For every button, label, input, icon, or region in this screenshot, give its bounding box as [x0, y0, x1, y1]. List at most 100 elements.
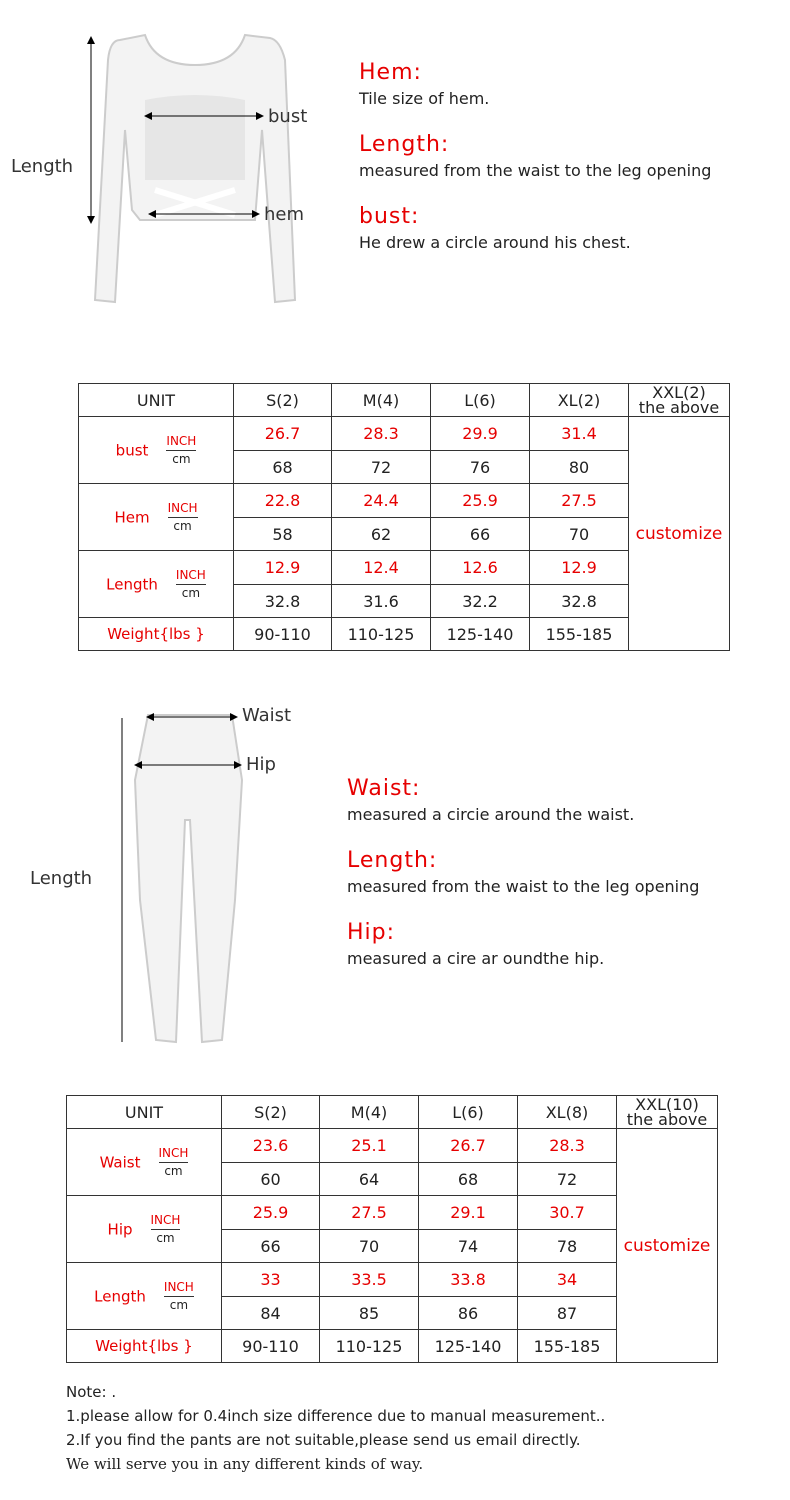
unit-cm: cm: [169, 1297, 189, 1312]
inch-value: 12.9: [529, 550, 629, 585]
hem-label: hem: [264, 204, 305, 225]
header-row: UNIT S(2) M(4) L(6) XL(8) XXL(10) the above: [66, 1095, 718, 1129]
header-cell: L(6): [430, 383, 530, 417]
bottom-definitions: Waist: measured a circie around the wais…: [347, 776, 699, 968]
measure-label: Length INCH cm: [66, 1262, 222, 1330]
header-cell: XL(2): [529, 383, 629, 417]
unit-fraction: INCH cm: [175, 568, 206, 601]
inch-value: 28.3: [517, 1128, 617, 1163]
unit-fraction: INCH cm: [167, 501, 198, 534]
def-text: measured a circie around the waist.: [347, 805, 635, 824]
header-cell-xxl: XXL(2) the above: [628, 383, 730, 417]
header-cell: XL(8): [517, 1095, 617, 1129]
def-title: Waist:: [347, 776, 421, 801]
hip-label: Hip: [246, 754, 276, 775]
header-cell: UNIT: [66, 1095, 222, 1129]
cm-row: 84 85 86 87: [67, 1296, 718, 1330]
weight-row: Weight{lbs } 90-110 110-125 125-140 155-185: [78, 617, 730, 651]
measure-name: Hem: [114, 508, 150, 526]
inch-value: 29.1: [418, 1195, 518, 1230]
header-xxl: XXL(2): [652, 383, 706, 402]
def-text: Tile size of hem.: [359, 89, 490, 108]
cm-value: 86: [418, 1296, 518, 1330]
cm-row: 58 62 66 70: [79, 517, 730, 551]
inch-value: 30.7: [517, 1195, 617, 1230]
cm-value: 68: [233, 450, 332, 484]
header-cell: M(4): [319, 1095, 419, 1129]
note-line: We will serve you in any different kinds…: [66, 1455, 424, 1473]
cm-value: 68: [418, 1162, 518, 1196]
unit-fraction: INCH cm: [166, 434, 197, 467]
cm-value: 72: [331, 450, 431, 484]
cm-value: 32.2: [430, 584, 530, 618]
cm-value: 31.6: [331, 584, 431, 618]
inch-value: 25.9: [221, 1195, 320, 1230]
crop-top-illustration: [87, 33, 297, 304]
unit-fraction: INCH cm: [163, 1280, 194, 1313]
weight-value: 110-125: [331, 617, 431, 651]
inch-value: 26.7: [233, 416, 332, 451]
note-line: 2.If you find the pants are not suitable…: [66, 1431, 581, 1449]
unit-inch: INCH: [166, 434, 197, 451]
measure-label: bust INCH cm: [78, 416, 234, 484]
def-title: Hem:: [359, 60, 422, 85]
inch-row: Waist INCH cm 23.6 25.1 26.7 28.3 customize: [66, 1128, 718, 1363]
unit-cm: cm: [181, 585, 201, 600]
cm-value: 60: [221, 1162, 320, 1196]
weight-row: Weight{lbs } 90-110 110-125 125-140 155-185: [66, 1329, 718, 1363]
inch-value: 27.5: [319, 1195, 419, 1230]
inch-value: 33.8: [418, 1262, 518, 1297]
leggings-illustration: [121, 713, 244, 1044]
def-text: measured from the waist to the leg openi…: [347, 877, 700, 896]
top-size-table: UNIT S(2) M(4) L(6) XL(2) XXL(2) the above bust…: [78, 383, 730, 651]
cm-value: 76: [430, 450, 530, 484]
def-text: He drew a circle around his chest.: [359, 233, 631, 252]
def-title: Hip:: [347, 920, 396, 945]
inch-value: 24.4: [331, 483, 431, 518]
measure-label: Hip INCH cm: [66, 1195, 222, 1263]
unit-cm: cm: [164, 1163, 183, 1178]
customize-cell: customize: [616, 1128, 718, 1363]
weight-value: 155-185: [517, 1329, 617, 1363]
weight-value: 90-110: [233, 617, 332, 651]
measure-name: bust: [115, 441, 149, 459]
cm-value: 70: [319, 1229, 419, 1263]
header-xxl: XXL(10): [635, 1095, 699, 1114]
inch-row: Hem INCH cm 22.8 24.4 25.9 27.5: [78, 483, 730, 551]
cm-value: 32.8: [529, 584, 629, 618]
inch-row: Length INCH cm 33 33.5 33.8 34: [66, 1262, 718, 1330]
inch-value: 22.8: [233, 483, 332, 518]
note-line: 1.please allow for 0.4inch size differen…: [66, 1407, 606, 1425]
measure-label: Length INCH cm: [78, 550, 234, 618]
def-title: Length:: [359, 132, 450, 157]
header-above: the above: [638, 398, 720, 417]
weight-label: Weight{lbs }: [66, 1329, 222, 1363]
inch-value: 26.7: [418, 1128, 518, 1163]
measure-name: Waist: [99, 1153, 141, 1171]
inch-value: 12.4: [331, 550, 431, 585]
cm-row: 66 70 74 78: [67, 1229, 718, 1263]
header-row: UNIT S(2) M(4) L(6) XL(2) XXL(2) the above: [78, 383, 730, 417]
cm-value: 80: [529, 450, 629, 484]
bottom-size-table: UNIT S(2) M(4) L(6) XL(8) XXL(10) the above Wai…: [66, 1095, 718, 1363]
inch-value: 33.5: [319, 1262, 419, 1297]
measure-name: Length: [94, 1287, 146, 1305]
unit-inch: INCH: [158, 1146, 189, 1163]
header-cell-xxl: XXL(10) the above: [616, 1095, 718, 1129]
unit-cm: cm: [172, 451, 191, 466]
inch-value: 23.6: [221, 1128, 320, 1163]
inch-value: 34: [517, 1262, 617, 1297]
cm-value: 66: [430, 517, 530, 551]
inch-row: Hip INCH cm 25.9 27.5 29.1 30.7: [66, 1195, 718, 1263]
inch-value: 33: [221, 1262, 320, 1297]
length-label: Length: [30, 868, 93, 889]
inch-value: 28.3: [331, 416, 431, 451]
inch-value: 25.1: [319, 1128, 419, 1163]
customize-cell: customize: [628, 416, 730, 651]
header-cell: L(6): [418, 1095, 518, 1129]
notes: Note: . 1.please allow for 0.4inch size …: [66, 1380, 605, 1476]
cm-value: 72: [517, 1162, 617, 1196]
header-cell: S(2): [221, 1095, 320, 1129]
length-label: Length: [11, 156, 74, 177]
bust-label: bust: [268, 106, 308, 127]
